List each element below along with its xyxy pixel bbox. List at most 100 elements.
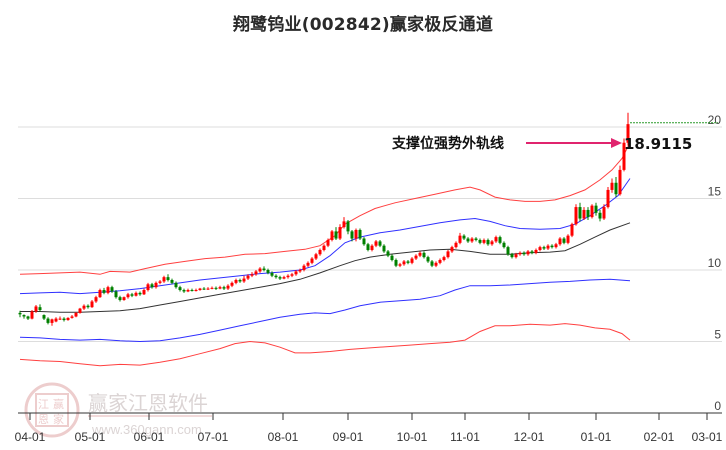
candle-down [362, 238, 366, 245]
grid-lines [18, 126, 722, 342]
x-tick-label: 02-01 [644, 430, 675, 444]
candle-up [210, 287, 214, 289]
candle-down [522, 252, 526, 255]
candle-up [30, 311, 34, 319]
band-inner_lower [19, 278, 631, 343]
candle-up [450, 247, 454, 252]
candle-up [70, 316, 74, 318]
candle-down [86, 305, 90, 308]
candle-up [582, 209, 586, 219]
candle-up [490, 241, 494, 245]
candle-up [494, 237, 498, 242]
candle-up [94, 297, 98, 302]
candle-up [254, 271, 258, 275]
candle-down [486, 239, 490, 245]
x-tick-label: 12-01 [514, 430, 545, 444]
candle-up [34, 306, 38, 312]
candle-up [514, 254, 518, 258]
candle-down [174, 282, 178, 288]
candle-up [454, 242, 458, 248]
candle-down [542, 247, 546, 249]
candle-up [434, 262, 438, 266]
candle-down [182, 290, 186, 292]
candle-up [250, 274, 254, 276]
candle-up [142, 290, 146, 295]
band-middle [20, 222, 631, 313]
candle-up [186, 290, 190, 292]
candle-up [566, 235, 570, 243]
candle-down [614, 182, 618, 195]
candle-down [118, 297, 122, 301]
candle-down [22, 315, 26, 317]
candle-down [38, 307, 42, 311]
candle-down [202, 288, 206, 290]
candle-down [462, 235, 466, 239]
candle-down [586, 209, 590, 218]
candle-up [470, 238, 474, 242]
y-tick-label: 15 [708, 185, 722, 199]
candle-up [314, 254, 318, 259]
candle-down [378, 241, 382, 246]
candle-down [350, 231, 354, 239]
svg-text:江: 江 [38, 398, 49, 411]
candle-up [122, 297, 126, 301]
candle-down [430, 261, 434, 266]
candle-up [126, 294, 130, 298]
candle-up [326, 239, 330, 246]
candle-down [530, 251, 534, 253]
candle-up [554, 244, 558, 248]
candle-up [374, 241, 378, 246]
x-tick-label: 03-01 [692, 430, 723, 444]
candle-down [478, 239, 482, 243]
candle-down [102, 290, 106, 293]
candle-down [26, 316, 30, 319]
band-inner_upper [19, 178, 631, 295]
candle-up [414, 255, 418, 259]
candle-up [294, 271, 298, 275]
candle-down [62, 318, 66, 321]
candle-up [322, 245, 326, 250]
candle-down [594, 205, 598, 213]
candle-up [134, 292, 138, 296]
candlesticks [18, 112, 630, 326]
support-annotation: 支撑位强势外轨线 18.9115 [391, 135, 692, 153]
candle-down [130, 294, 134, 296]
candle-down [214, 287, 218, 289]
candle-up [162, 277, 166, 282]
candle-up [318, 249, 322, 255]
x-tick-label: 01-01 [581, 430, 612, 444]
candle-up [154, 282, 158, 288]
candle-up [558, 238, 562, 245]
candle-up [402, 261, 406, 265]
chart-title: 翔鹭钨业(002842)赢家极反通道 [232, 15, 494, 35]
candle-up [50, 319, 54, 323]
candle-down [358, 229, 362, 239]
band-outer_lower [19, 323, 631, 367]
candle-down [262, 268, 266, 270]
candle-up [410, 258, 414, 263]
candle-up [234, 280, 238, 283]
candle-down [502, 242, 506, 248]
candle-up [230, 282, 234, 286]
candle-down [150, 284, 154, 288]
candle-up [66, 317, 70, 321]
candle-up [298, 270, 302, 272]
candle-down [170, 280, 174, 283]
candle-up [538, 247, 542, 250]
candle-down [274, 275, 278, 278]
candle-up [218, 287, 222, 289]
candle-down [562, 238, 566, 243]
annotation-label: 支撑位强势外轨线 [391, 135, 504, 152]
arrow-right-icon [611, 138, 622, 148]
candle-down [474, 238, 478, 240]
y-tick-label: 0 [714, 399, 721, 413]
svg-text:赢: 赢 [53, 397, 64, 411]
candle-up [226, 285, 230, 289]
candle-down [278, 277, 282, 279]
candle-down [42, 315, 46, 319]
candle-up [146, 284, 150, 291]
svg-text:家: 家 [53, 412, 64, 426]
candle-up [302, 265, 306, 270]
candle-up [482, 239, 486, 243]
